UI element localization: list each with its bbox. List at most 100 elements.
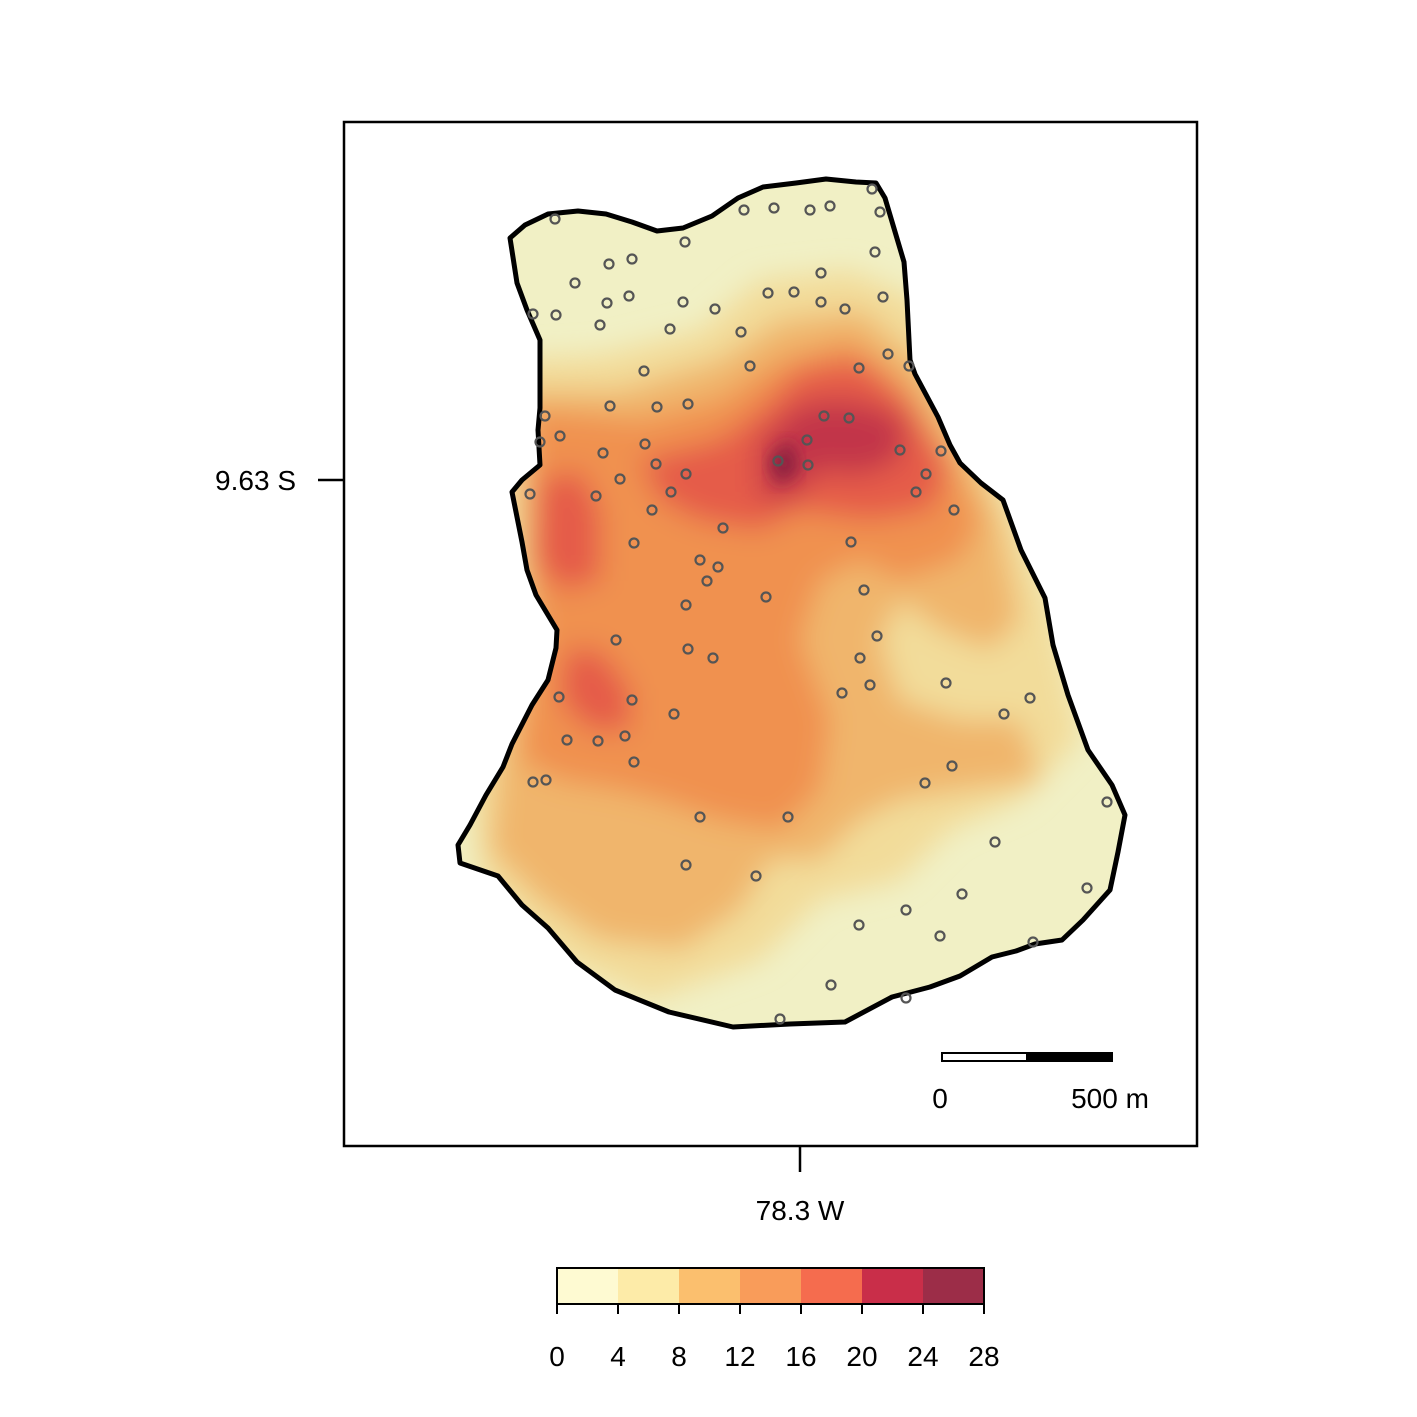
sample-point bbox=[744, 360, 756, 372]
plot-frame bbox=[342, 120, 1199, 1148]
sample-point bbox=[664, 323, 676, 335]
legend-swatch bbox=[679, 1268, 740, 1304]
sample-point bbox=[712, 561, 724, 573]
sample-point bbox=[900, 904, 912, 916]
legend-break-label: 24 bbox=[907, 1341, 938, 1372]
legend-break-label: 4 bbox=[610, 1341, 626, 1372]
surface-zone-max bbox=[768, 440, 800, 485]
legend-swatch bbox=[862, 1268, 923, 1304]
sample-point bbox=[903, 360, 915, 372]
sample-point bbox=[626, 253, 638, 265]
sample-point bbox=[701, 575, 713, 587]
sample-point bbox=[639, 438, 651, 450]
sample-point bbox=[782, 811, 794, 823]
sample-point bbox=[956, 888, 968, 900]
y-axis-label: 9.63 S bbox=[215, 465, 296, 496]
sample-point bbox=[762, 287, 774, 299]
sample-point bbox=[845, 536, 857, 548]
sample-point bbox=[597, 447, 609, 459]
sample-point bbox=[858, 584, 870, 596]
scale-bar: 0 500 m bbox=[932, 1052, 1149, 1114]
sample-point bbox=[864, 679, 876, 691]
sample-point bbox=[694, 811, 706, 823]
sample-point bbox=[825, 979, 837, 991]
legend-break-label: 8 bbox=[671, 1341, 687, 1372]
sample-point bbox=[682, 643, 694, 655]
sample-point bbox=[623, 290, 635, 302]
sample-point bbox=[768, 202, 780, 214]
sample-point bbox=[1027, 936, 1039, 948]
sample-point bbox=[524, 488, 536, 500]
sample-point bbox=[638, 365, 650, 377]
sample-point bbox=[815, 296, 827, 308]
sample-point bbox=[619, 730, 631, 742]
sample-point bbox=[882, 348, 894, 360]
sample-point bbox=[920, 468, 932, 480]
sample-point bbox=[866, 183, 878, 195]
sample-point bbox=[940, 677, 952, 689]
sample-point bbox=[539, 410, 551, 422]
sample-point bbox=[709, 303, 721, 315]
sample-point bbox=[601, 297, 613, 309]
sample-point bbox=[668, 708, 680, 720]
sample-point bbox=[610, 634, 622, 646]
sample-point bbox=[760, 591, 772, 603]
sample-point bbox=[553, 691, 565, 703]
sample-point bbox=[910, 486, 922, 498]
surface-zone-peak bbox=[760, 400, 905, 500]
sample-point bbox=[680, 468, 692, 480]
sample-point bbox=[815, 267, 827, 279]
sample-point bbox=[592, 735, 604, 747]
sample-point bbox=[590, 490, 602, 502]
sample-point bbox=[894, 444, 906, 456]
sample-point bbox=[680, 599, 692, 611]
sample-point bbox=[679, 236, 691, 248]
sample-point bbox=[694, 554, 706, 566]
legend-swatch bbox=[557, 1268, 618, 1304]
sample-point bbox=[919, 777, 931, 789]
sample-point bbox=[750, 870, 762, 882]
sample-point bbox=[843, 412, 855, 424]
sample-point bbox=[774, 1013, 786, 1025]
sample-point bbox=[628, 756, 640, 768]
sample-point bbox=[836, 687, 848, 699]
sample-point bbox=[738, 204, 750, 216]
sample-point bbox=[1101, 796, 1113, 808]
sample-point bbox=[527, 308, 539, 320]
sample-point bbox=[550, 309, 562, 321]
scale-bar-start-label: 0 bbox=[932, 1083, 948, 1114]
sample-point bbox=[854, 652, 866, 664]
legend-break-label: 0 bbox=[549, 1341, 565, 1372]
interpolated-surface bbox=[458, 179, 1125, 1027]
sample-point bbox=[818, 410, 830, 422]
sample-point bbox=[802, 459, 814, 471]
sample-point bbox=[772, 455, 784, 467]
sample-point bbox=[646, 504, 658, 516]
sample-point bbox=[554, 430, 566, 442]
legend-break-label: 12 bbox=[724, 1341, 755, 1372]
sample-point bbox=[839, 303, 851, 315]
sample-point bbox=[561, 734, 573, 746]
sample-point bbox=[534, 436, 546, 448]
sample-point bbox=[594, 319, 606, 331]
legend-swatch bbox=[801, 1268, 862, 1304]
sample-point bbox=[989, 836, 1001, 848]
legend-frame bbox=[556, 1267, 985, 1305]
sample-point bbox=[874, 206, 886, 218]
sample-point bbox=[540, 774, 552, 786]
sample-point bbox=[935, 445, 947, 457]
sample-point bbox=[1081, 882, 1093, 894]
sample-point bbox=[604, 400, 616, 412]
sample-point bbox=[680, 859, 692, 871]
sample-point bbox=[677, 296, 689, 308]
sample-point bbox=[626, 694, 638, 706]
sample-point bbox=[707, 652, 719, 664]
sample-point bbox=[948, 504, 960, 516]
sample-point bbox=[804, 204, 816, 216]
sample-points bbox=[524, 183, 1113, 1025]
sample-point bbox=[934, 930, 946, 942]
sample-point bbox=[788, 286, 800, 298]
sample-point bbox=[682, 398, 694, 410]
